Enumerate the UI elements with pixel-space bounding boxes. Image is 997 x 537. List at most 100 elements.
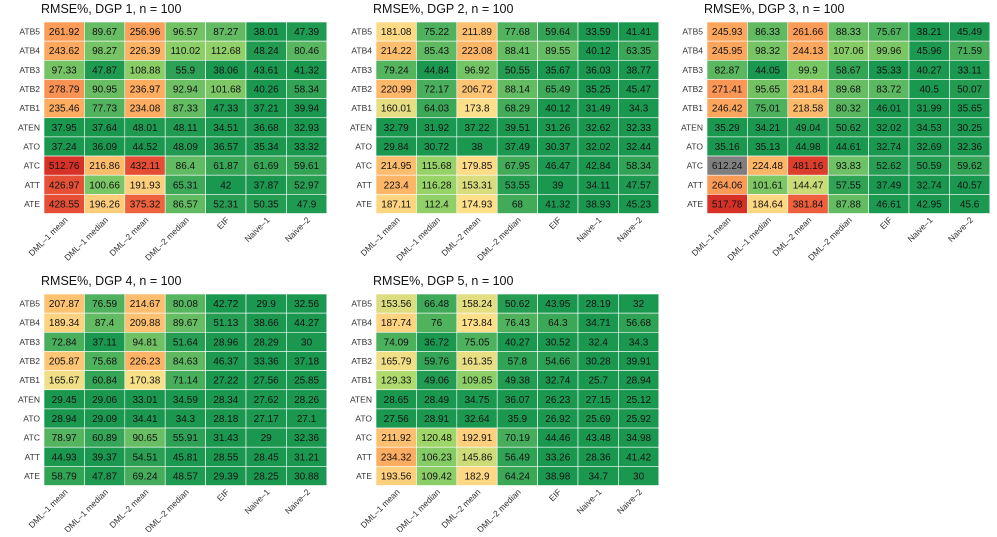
cell-value: 90.65: [132, 433, 157, 444]
row-label: ATB4: [682, 46, 703, 56]
cell-value: 246.42: [712, 104, 743, 115]
cell-value: 59.64: [545, 27, 570, 38]
cell-value: 50.35: [254, 199, 279, 210]
cell-value: 35.9: [508, 414, 528, 425]
cell-value: 80.08: [173, 299, 198, 310]
cell-value: 192.91: [462, 433, 493, 444]
cell-value: 39.51: [505, 123, 530, 134]
cell-value: 145.86: [462, 452, 493, 463]
cell-value: 36.03: [586, 65, 611, 76]
panel-title: RMSE%, DGP 4, n = 100: [41, 274, 182, 288]
cell-value: 45.49: [957, 27, 982, 38]
cell-value: 34.3: [629, 337, 649, 348]
cell-value: 245.95: [712, 46, 743, 57]
cell-value: 87.88: [836, 199, 861, 210]
cell-value: 75.22: [424, 27, 449, 38]
cell-value: 59.62: [957, 161, 982, 172]
cell-value: 28.49: [424, 395, 449, 406]
column-label: DML–2 mean: [107, 487, 150, 530]
cell-value: 34.53: [917, 123, 942, 134]
cell-value: 74.09: [384, 337, 409, 348]
cell-value: 93.83: [836, 161, 861, 172]
cell-value: 64.03: [424, 104, 449, 115]
cell-value: 50.62: [836, 123, 861, 134]
row-label: ATEN: [681, 122, 703, 132]
cell-value: 31.99: [917, 104, 942, 115]
cell-value: 33.32: [294, 142, 319, 153]
cell-value: 71.59: [957, 46, 982, 57]
cell-value: 25.7: [588, 376, 608, 387]
cell-value: 30.72: [424, 142, 449, 153]
cell-value: 34.98: [626, 433, 651, 444]
cell-value: 37.95: [52, 123, 77, 134]
cell-value: 52.31: [213, 199, 238, 210]
cell-value: 45.47: [626, 85, 651, 96]
cell-value: 35.16: [715, 142, 740, 153]
cell-value: 68: [512, 199, 524, 210]
row-label: ATC: [24, 161, 40, 171]
row-label: ATB5: [351, 299, 372, 309]
row-label: ATB1: [682, 103, 703, 113]
cell-value: 40.26: [254, 85, 279, 96]
heatmap-cell: [618, 466, 660, 486]
cell-value: 44.98: [795, 142, 820, 153]
cell-value: 181.08: [381, 27, 412, 38]
cell-value: 27.22: [213, 376, 238, 387]
cell-value: 160.01: [381, 104, 412, 115]
row-label: ATB1: [351, 375, 372, 385]
cell-value: 57.8: [508, 357, 528, 368]
cell-value: 55.9: [176, 65, 196, 76]
cell-value: 32.74: [876, 142, 901, 153]
cell-value: 34.51: [213, 123, 238, 134]
cell-value: 38.93: [586, 199, 611, 210]
cell-value: 209.88: [130, 318, 161, 329]
cell-value: 271.41: [712, 85, 743, 96]
cell-value: 88.33: [836, 27, 861, 38]
cell-value: 231.84: [793, 85, 824, 96]
cell-value: 37.18: [294, 357, 319, 368]
cell-value: 61.87: [213, 161, 238, 172]
row-label: ATE: [24, 199, 40, 209]
cell-value: 612.24: [712, 161, 743, 172]
cell-value: 39: [552, 180, 564, 191]
cell-value: 49.04: [795, 123, 820, 134]
row-label: ATB4: [351, 318, 372, 328]
cell-value: 34.75: [464, 395, 489, 406]
cell-value: 33.36: [254, 357, 279, 368]
row-label: ATO: [355, 413, 372, 423]
cell-value: 46.61: [876, 199, 901, 210]
cell-value: 96.57: [173, 27, 198, 38]
cell-value: 37.24: [52, 142, 77, 153]
cell-value: 170.38: [130, 376, 161, 387]
row-label: ATT: [25, 180, 40, 190]
cell-value: 42.95: [917, 199, 942, 210]
cell-value: 27.56: [384, 414, 409, 425]
cell-value: 43.95: [545, 299, 570, 310]
cell-value: 65.49: [545, 85, 570, 96]
cell-value: 48.24: [254, 46, 279, 57]
row-label: ATB5: [19, 27, 40, 37]
row-label: ATB3: [351, 65, 372, 75]
cell-value: 109.85: [462, 376, 493, 387]
row-label: ATB2: [351, 356, 372, 366]
cell-value: 31.21: [294, 452, 319, 463]
cell-value: 38.06: [213, 65, 238, 76]
row-label: ATO: [686, 141, 703, 151]
column-label: DML–2 mean: [107, 215, 150, 258]
cell-value: 78.97: [52, 433, 77, 444]
cell-value: 218.58: [793, 104, 824, 115]
cell-value: 187.11: [381, 199, 411, 210]
cell-value: 27.15: [586, 395, 611, 406]
cell-value: 36.57: [213, 142, 238, 153]
row-label: ATB4: [19, 46, 40, 56]
cell-value: 67.95: [505, 161, 530, 172]
column-label: DML–1 median: [394, 487, 442, 532]
row-label: ATE: [24, 471, 40, 481]
cell-value: 28.55: [213, 452, 238, 463]
cell-value: 96.92: [464, 65, 489, 76]
cell-value: 34.3: [176, 414, 196, 425]
cell-value: 40.27: [917, 65, 942, 76]
cell-value: 35.33: [876, 65, 901, 76]
cell-value: 35.67: [545, 65, 570, 76]
cell-value: 211.89: [462, 27, 492, 38]
